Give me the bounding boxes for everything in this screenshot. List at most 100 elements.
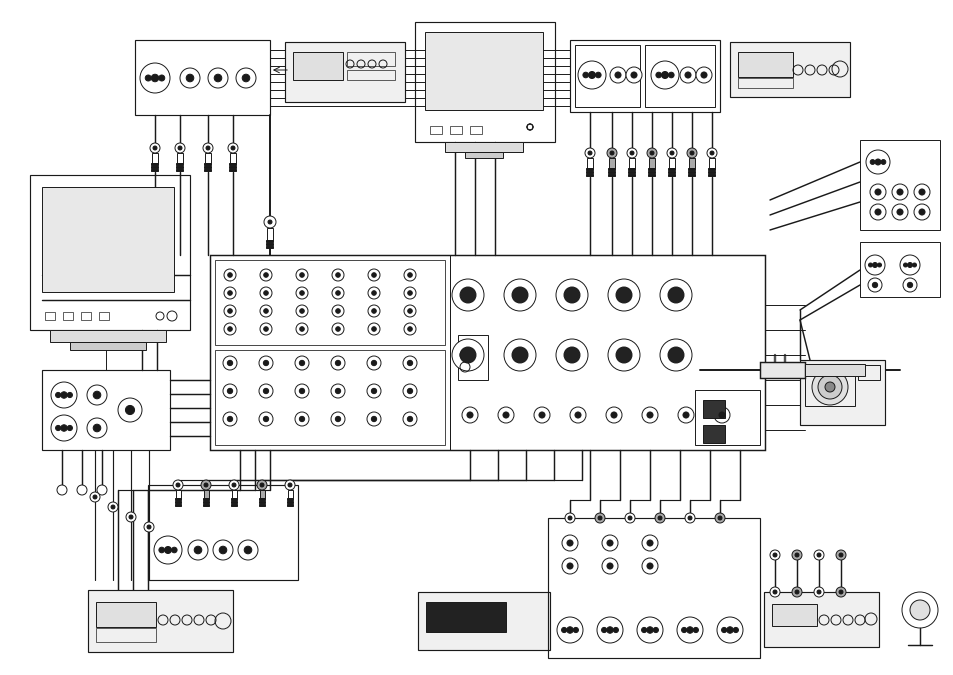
Circle shape — [368, 305, 379, 317]
Circle shape — [791, 587, 801, 597]
Circle shape — [514, 289, 525, 301]
Circle shape — [874, 209, 881, 215]
Circle shape — [153, 536, 182, 564]
Circle shape — [693, 627, 698, 632]
Circle shape — [208, 68, 228, 88]
Circle shape — [899, 255, 919, 275]
Circle shape — [299, 360, 304, 366]
Circle shape — [902, 278, 916, 292]
Circle shape — [718, 516, 721, 520]
Circle shape — [891, 204, 907, 220]
Circle shape — [372, 291, 375, 295]
Circle shape — [625, 67, 641, 83]
Bar — [569, 40, 720, 112]
Bar — [668, 174, 675, 176]
Bar — [230, 169, 236, 171]
Circle shape — [538, 412, 544, 418]
Bar — [708, 171, 715, 173]
Circle shape — [172, 480, 183, 490]
Circle shape — [646, 412, 653, 418]
Circle shape — [461, 349, 474, 361]
Circle shape — [268, 220, 272, 224]
Circle shape — [709, 151, 713, 155]
Circle shape — [204, 483, 208, 487]
Bar — [96, 602, 156, 627]
Circle shape — [258, 356, 273, 370]
Bar — [88, 590, 233, 652]
Circle shape — [867, 278, 882, 292]
Circle shape — [461, 289, 474, 301]
Circle shape — [656, 72, 660, 78]
Circle shape — [641, 407, 658, 423]
Circle shape — [668, 72, 674, 78]
Circle shape — [299, 388, 304, 394]
Bar — [204, 490, 209, 498]
Circle shape — [367, 412, 380, 426]
Circle shape — [667, 347, 683, 363]
Circle shape — [402, 384, 416, 398]
Circle shape — [164, 547, 172, 553]
Circle shape — [609, 67, 625, 83]
Circle shape — [402, 356, 416, 370]
Circle shape — [911, 263, 916, 267]
Circle shape — [566, 563, 573, 569]
Circle shape — [678, 407, 693, 423]
Circle shape — [713, 407, 729, 423]
Circle shape — [598, 516, 601, 520]
Circle shape — [503, 279, 536, 311]
Circle shape — [896, 209, 902, 215]
Bar — [175, 501, 181, 503]
Circle shape — [235, 68, 255, 88]
Circle shape — [563, 347, 579, 363]
Circle shape — [371, 416, 376, 422]
Circle shape — [615, 72, 620, 78]
Bar — [230, 163, 236, 165]
Circle shape — [140, 63, 170, 93]
Circle shape — [145, 75, 152, 81]
Circle shape — [646, 540, 653, 546]
Circle shape — [294, 384, 309, 398]
Circle shape — [299, 327, 304, 331]
Bar — [644, 45, 714, 107]
Circle shape — [285, 480, 294, 490]
Circle shape — [629, 151, 634, 155]
Circle shape — [126, 512, 136, 522]
Bar — [152, 166, 158, 168]
Bar — [266, 240, 274, 242]
Circle shape — [152, 146, 157, 150]
Circle shape — [595, 513, 604, 523]
Circle shape — [331, 384, 345, 398]
Circle shape — [726, 627, 733, 633]
Circle shape — [557, 617, 582, 643]
Circle shape — [618, 289, 629, 301]
Circle shape — [372, 308, 375, 313]
Circle shape — [534, 407, 550, 423]
Circle shape — [228, 327, 232, 331]
Circle shape — [332, 305, 344, 317]
Circle shape — [606, 563, 613, 569]
Bar — [287, 498, 294, 500]
Bar — [608, 174, 615, 176]
Circle shape — [223, 384, 236, 398]
Bar — [203, 504, 210, 506]
Bar — [608, 168, 615, 170]
Bar — [688, 158, 695, 168]
Circle shape — [714, 513, 724, 523]
Circle shape — [263, 273, 268, 277]
Circle shape — [816, 590, 821, 594]
Circle shape — [55, 392, 61, 398]
Bar — [210, 255, 764, 450]
Circle shape — [609, 151, 614, 155]
Circle shape — [260, 483, 264, 487]
Bar — [608, 158, 615, 168]
Circle shape — [335, 416, 340, 422]
Circle shape — [659, 279, 691, 311]
Circle shape — [368, 287, 379, 299]
Circle shape — [180, 68, 200, 88]
Circle shape — [55, 425, 61, 431]
Bar — [175, 504, 181, 506]
Circle shape — [913, 184, 929, 200]
Circle shape — [791, 550, 801, 560]
Circle shape — [653, 627, 658, 632]
Circle shape — [689, 151, 693, 155]
